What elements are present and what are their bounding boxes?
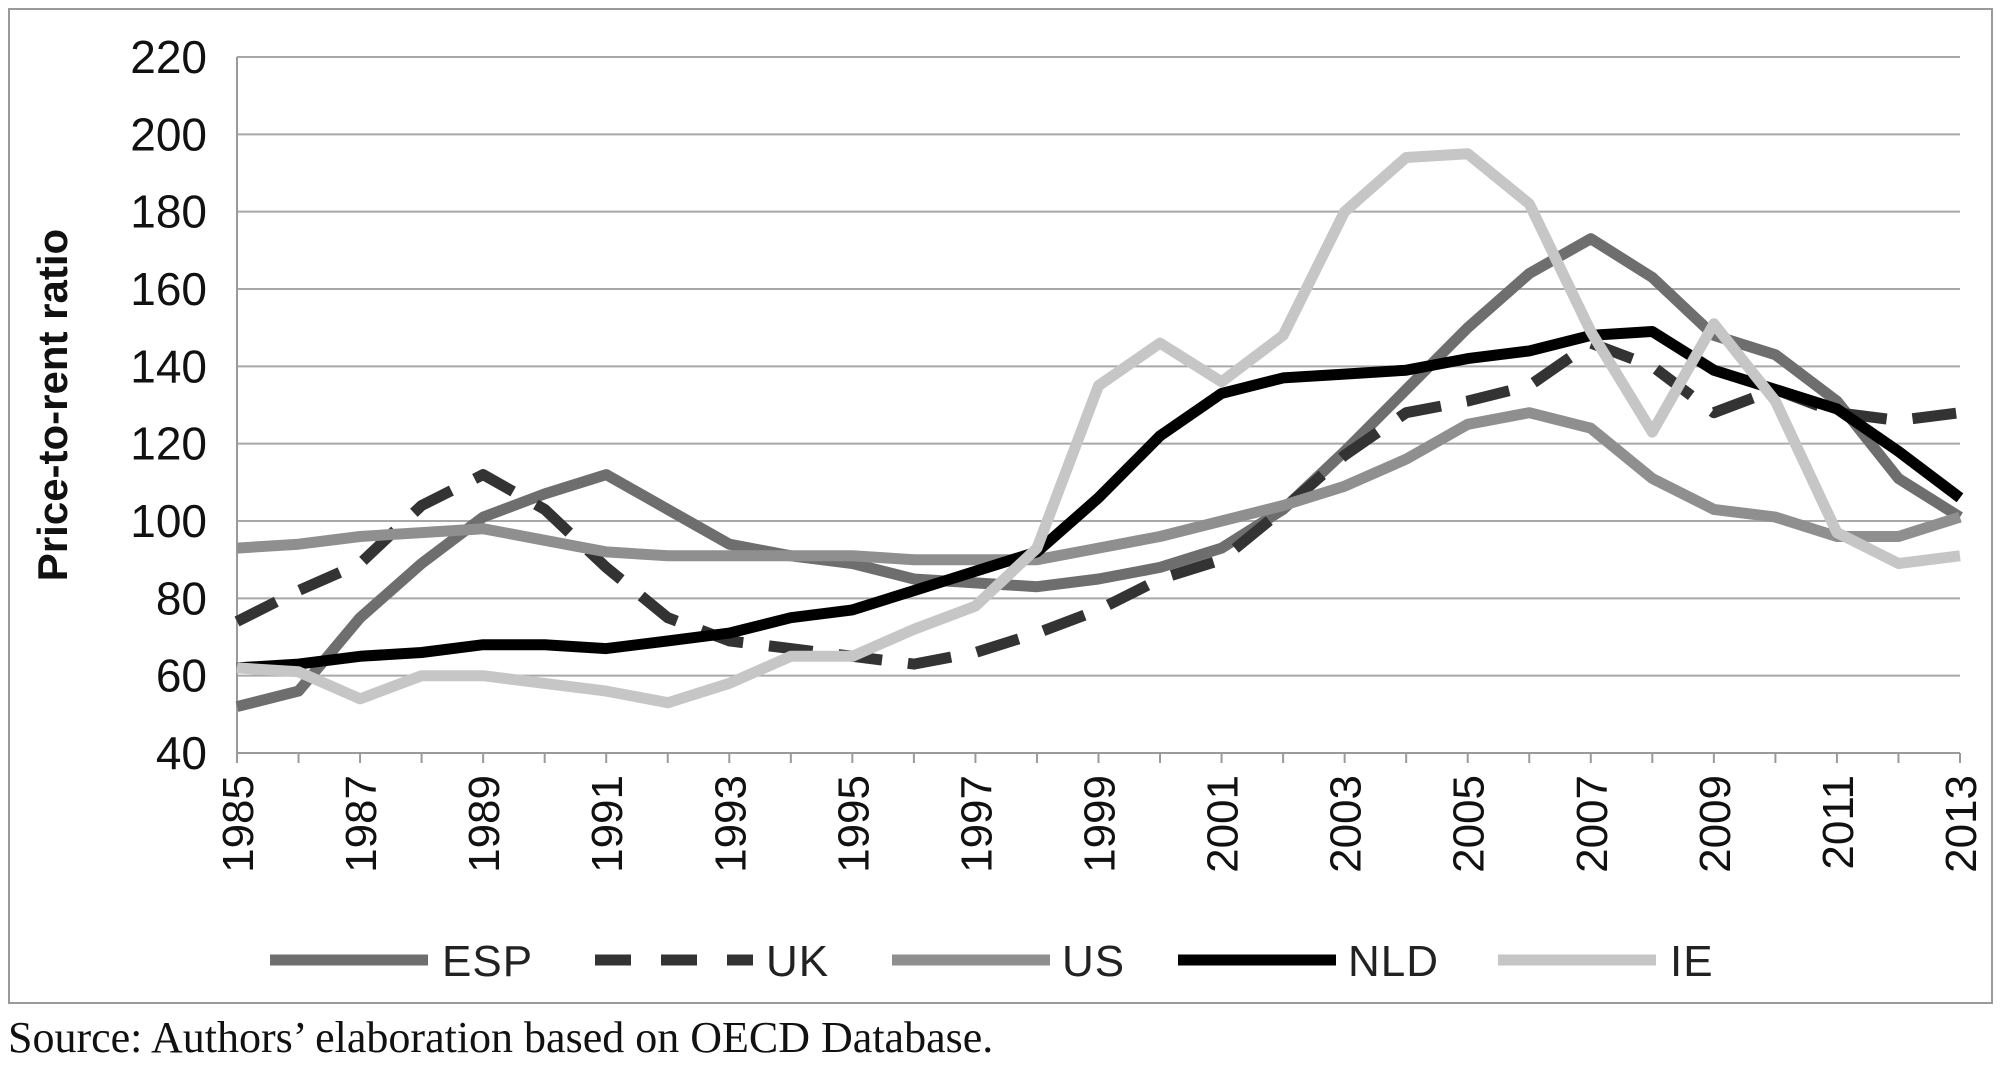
y-tick-label: 160 <box>130 263 207 315</box>
x-tick-label: 2003 <box>1322 775 1371 873</box>
x-axis: 1985 1987 1989 1991 1993 1995 1997 1999 2001 2003… <box>214 753 1986 873</box>
x-tick-label: 2011 <box>1814 775 1863 870</box>
x-tick-label: 2013 <box>1937 775 1986 873</box>
y-axis: 220 200 180 160 140 120 100 80 60 40 <box>130 31 238 779</box>
series-line-us <box>236 407 1962 566</box>
y-tick-label: 80 <box>156 572 207 624</box>
y-tick-label: 220 <box>130 31 207 83</box>
x-tick-label: 1991 <box>583 775 632 873</box>
source-note: Source: Authors’ elaboration based on OE… <box>8 1013 994 1062</box>
y-tick-label: 40 <box>156 727 207 779</box>
chart-frame: 220 200 180 160 140 120 100 80 60 40 1985 1987 1989… <box>8 8 1993 1004</box>
x-tick-label: 2009 <box>1691 775 1740 873</box>
x-tick-label: 1999 <box>1076 775 1125 873</box>
x-tick-label: 1993 <box>706 775 755 873</box>
series-line-uk <box>234 337 1961 670</box>
x-tick-label: 1987 <box>337 775 386 873</box>
y-tick-label: 60 <box>156 650 207 702</box>
series-line-esp <box>235 233 1963 712</box>
x-tick-label: 1995 <box>829 775 878 873</box>
y-axis-label: Price-to-rent ratio <box>29 229 76 581</box>
series-line-ie <box>236 148 1961 709</box>
x-tick-label: 1989 <box>460 775 509 873</box>
x-tick-label: 2007 <box>1568 775 1617 873</box>
legend-label-uk: UK <box>766 937 829 986</box>
line-chart: 220 200 180 160 140 120 100 80 60 40 1985 1987 1989… <box>29 31 1986 986</box>
legend: ESP UK US NLD IE <box>270 937 1714 986</box>
legend-label-nld: NLD <box>1348 937 1439 986</box>
legend-label-ie: IE <box>1670 937 1714 986</box>
series-line-nld <box>236 326 1964 674</box>
y-tick-label: 200 <box>130 108 207 160</box>
legend-label-esp: ESP <box>442 937 533 986</box>
x-tick-label: 1997 <box>952 775 1001 873</box>
y-tick-label: 140 <box>130 340 207 392</box>
legend-label-us: US <box>1062 937 1125 986</box>
gridlines <box>237 56 1960 754</box>
x-tick-label: 2001 <box>1199 775 1248 873</box>
y-tick-label: 100 <box>130 495 207 547</box>
series-lines <box>234 148 1964 712</box>
x-tick-label: 2005 <box>1445 775 1494 873</box>
x-tick-label: 1985 <box>214 775 263 873</box>
y-tick-label: 180 <box>130 186 207 238</box>
y-tick-label: 120 <box>130 418 207 470</box>
